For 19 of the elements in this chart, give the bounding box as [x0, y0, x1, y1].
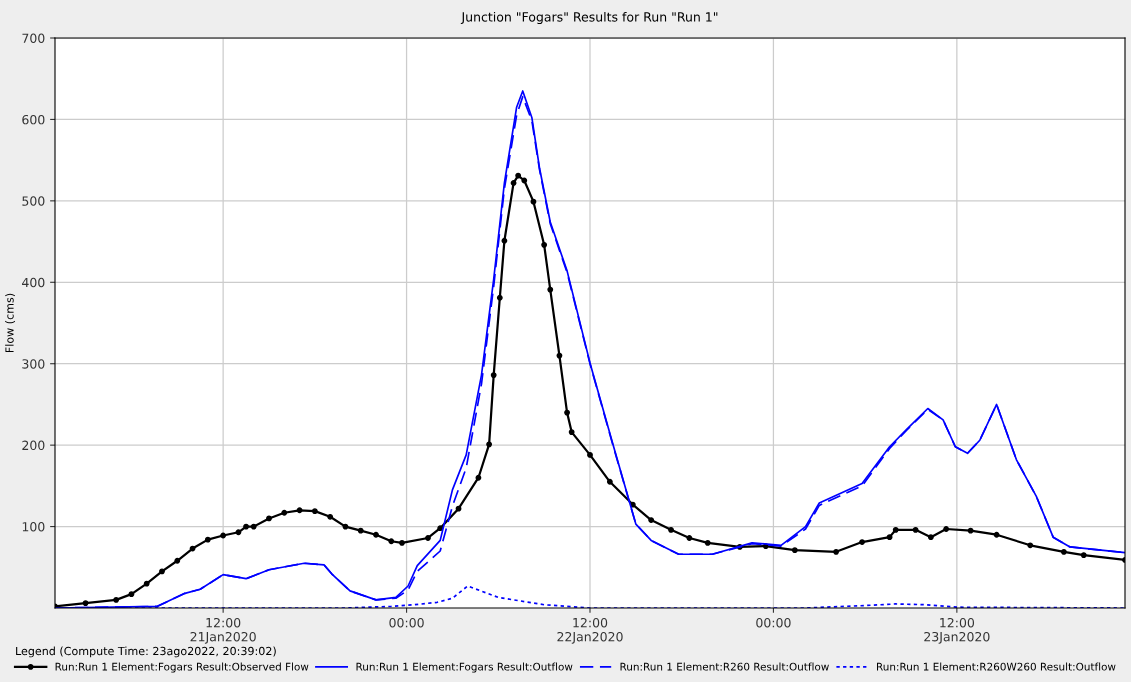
y-tick-label: 500 — [22, 196, 45, 206]
y-tick-label: 200 — [22, 440, 45, 451]
y-tick-label: 300 — [22, 359, 45, 369]
y-tick-label: 600 — [22, 114, 45, 125]
x-tick-label: 12:00 22Jan2020 — [557, 617, 623, 644]
chart-title: Junction "Fogars" Results for Run "Run 1" — [460, 11, 718, 25]
legend-title: Legend (Compute Time: 23ago2022, 20:39:02) — [16, 646, 276, 658]
x-tick-label: 12:00 23Jan2020 — [924, 617, 990, 644]
x-tick-label: 00:00 — [756, 617, 791, 628]
legend-label: Run:Run 1 Element:R260 Result:Outflow — [620, 662, 829, 671]
y-tick-label: 700 — [22, 33, 45, 43]
y-axis-title: Flow (cms) — [5, 293, 16, 353]
y-tick-label: 100 — [22, 522, 45, 532]
legend-label: Run:Run 1 Element:Fogars Result:Outflow — [356, 662, 573, 673]
legend-label: Run:Run 1 Element:R260W260 Result:Outflow — [877, 662, 1116, 671]
x-tick-label: 00:00 — [389, 617, 424, 628]
legend-label: Run:Run 1 Element:Fogars Result:Observed Flow — [55, 662, 309, 673]
x-tick-label: 12:00 21Jan2020 — [190, 617, 256, 644]
y-tick-label: 400 — [22, 277, 45, 288]
